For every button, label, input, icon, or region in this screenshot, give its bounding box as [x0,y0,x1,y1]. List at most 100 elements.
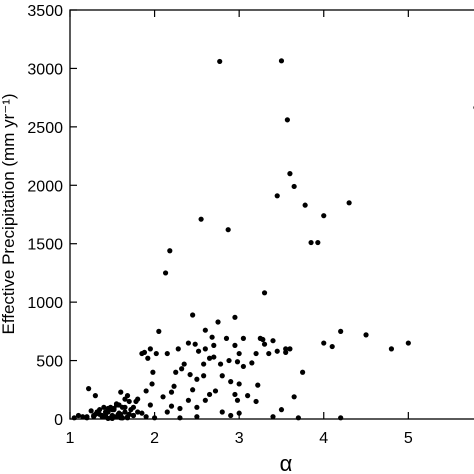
data-point [240,335,246,341]
data-point [234,397,241,403]
data-point [177,405,183,412]
data-point [84,414,90,420]
data-point [308,239,314,246]
data-point [177,415,183,421]
data-point [133,398,139,405]
data-point [287,346,293,352]
data-point [149,381,155,387]
data-point [145,355,151,361]
data-point [302,202,308,208]
data-point [118,411,124,417]
data-point [270,338,276,344]
y-axis-title: Effective Precipitation (mm yr⁻¹) [0,93,18,334]
data-point [194,414,200,420]
data-point [202,346,208,352]
data-point [173,369,179,375]
data-point [346,200,352,206]
data-point [300,369,306,375]
data-point [232,342,238,348]
data-point [122,409,128,415]
data-point [97,407,103,413]
data-point [128,407,134,413]
data-point [228,379,234,385]
data-point [162,270,169,276]
data-point [236,381,242,387]
data-point [122,404,128,410]
data-point [261,290,268,296]
data-point [202,397,208,403]
data-point [217,361,224,367]
data-point [168,389,175,395]
data-point [253,350,259,357]
data-point [190,387,196,393]
y-tick-label: 1500 [27,237,63,254]
data-point [211,354,217,360]
data-point [75,412,82,419]
data-point [284,117,290,123]
data-point [274,348,280,354]
data-point [321,213,327,219]
data-point [124,415,131,421]
data-point [278,407,285,413]
data-point [185,340,192,346]
data-point [111,414,117,420]
x-axis-title: α [280,451,293,474]
data-point [80,414,86,420]
data-point [202,327,208,333]
data-point [338,328,344,334]
x-tick-label: 2 [150,430,159,447]
data-point [143,414,149,420]
data-point [266,350,272,357]
data-point [278,58,285,64]
data-point [153,350,159,357]
data-point [215,319,221,325]
data-point [190,312,196,318]
data-point [270,414,276,420]
data-point [274,193,280,199]
data-point [329,343,335,350]
data-point [234,359,241,365]
data-point [201,361,207,367]
data-point [179,366,185,372]
data-point [194,376,200,382]
data-point [126,398,132,405]
data-point [236,410,242,416]
data-point [219,409,225,415]
data-point [236,350,242,357]
y-tick-label: 3000 [27,61,63,78]
data-point [257,335,263,341]
data-point [139,350,145,357]
data-point [150,369,156,375]
data-point [249,360,255,366]
data-point [91,412,97,419]
y-tick-label: 2000 [27,178,63,195]
plot-frame [69,9,474,420]
data-point [147,402,153,408]
data-point [295,415,301,421]
data-point [164,409,170,415]
data-point [255,382,261,388]
data-point [105,405,111,412]
data-point [209,334,215,340]
x-tick-label: 5 [404,430,413,447]
data-point [211,342,217,348]
data-point [113,401,120,407]
data-point [71,415,77,421]
data-point [206,355,213,361]
data-point [99,412,105,419]
data-point [139,410,145,416]
x-tick-label: 1 [66,430,75,447]
y-tick-label: 500 [36,354,63,371]
data-point [181,361,187,367]
data-point [143,388,149,394]
data-point [283,349,289,355]
x-tick-label: 3 [235,430,244,447]
data-point [291,183,297,190]
data-point [187,371,193,378]
data-point [219,373,225,379]
data-point [212,388,219,394]
data-point [245,393,251,399]
data-point [291,394,297,400]
data-point [92,393,98,399]
data-point [232,314,238,320]
